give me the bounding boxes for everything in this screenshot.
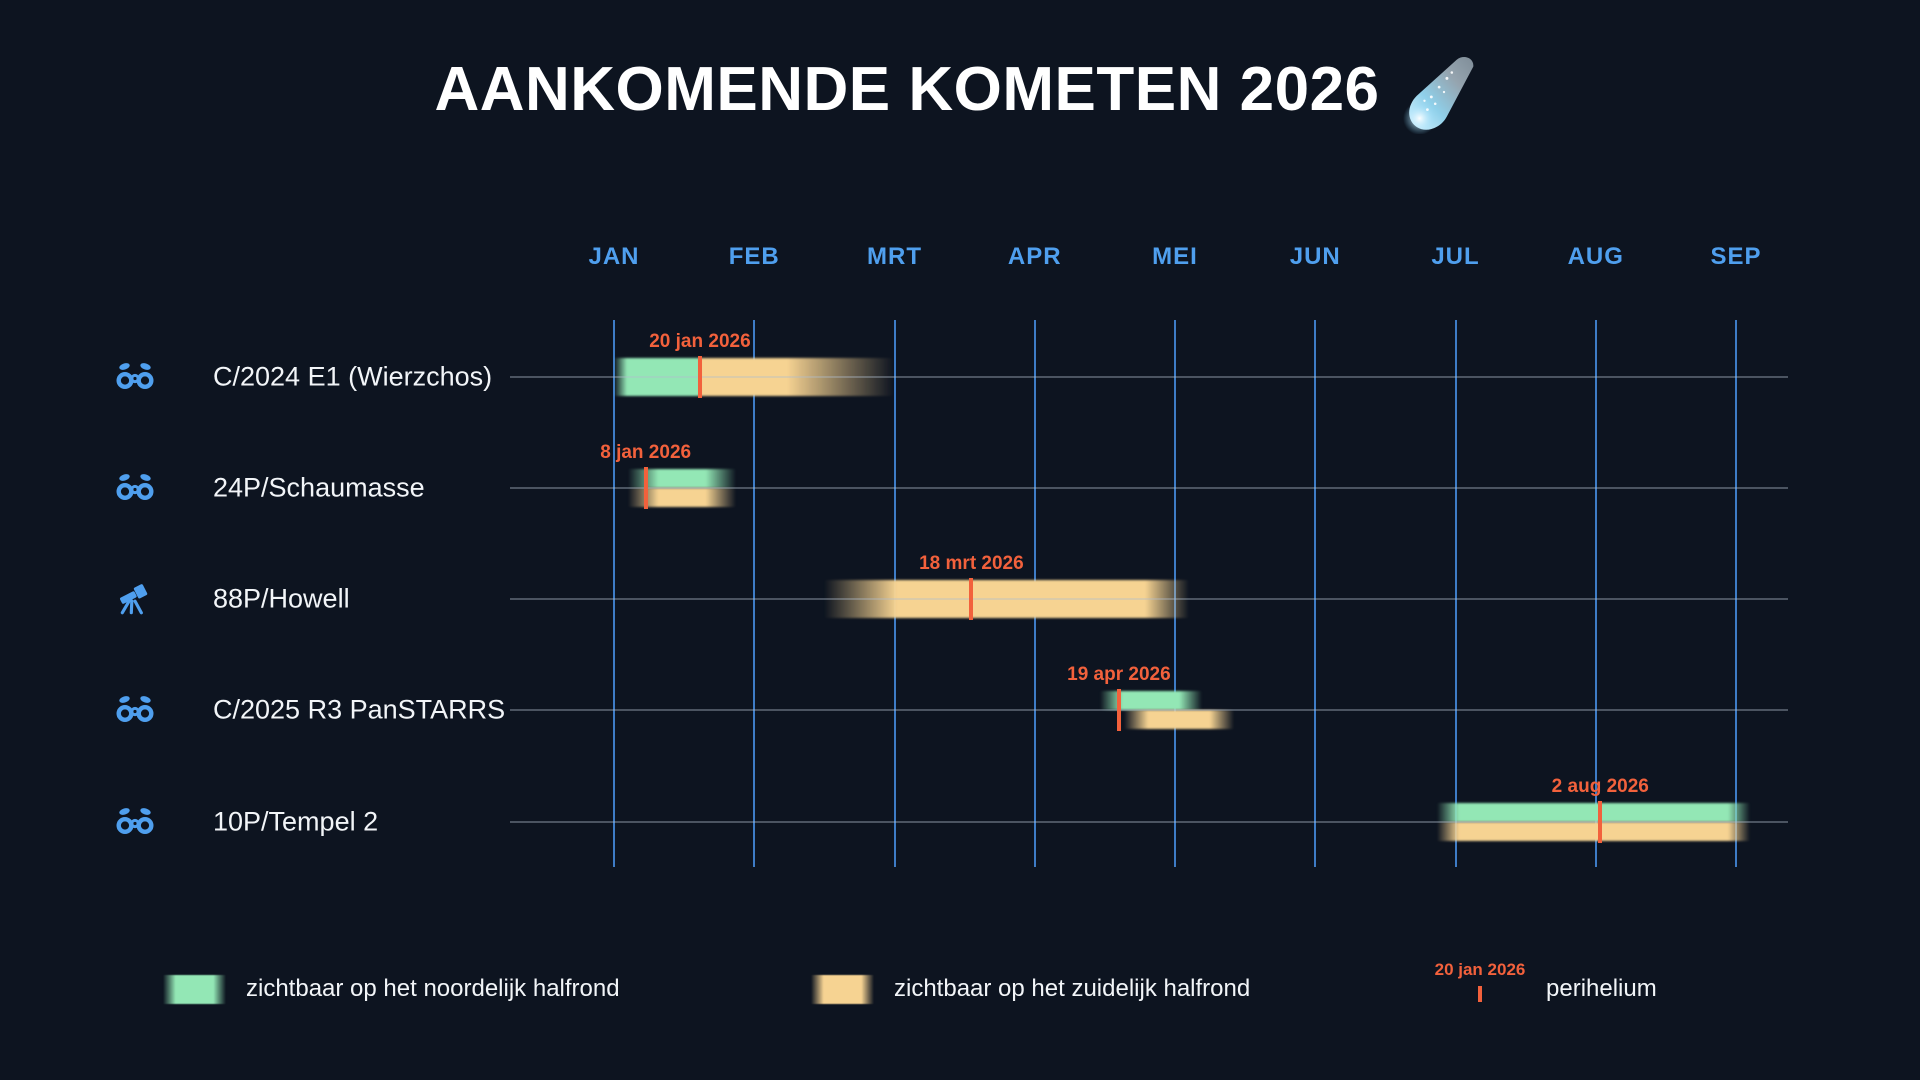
perihelion-tick [1116, 689, 1121, 731]
perihelion-date-label: 2 aug 2026 [1551, 776, 1649, 797]
visibility-bar-north [627, 469, 737, 488]
month-label-sep: SEP [1710, 243, 1762, 270]
telescope-icon [116, 582, 156, 616]
binoculars-icon [116, 805, 156, 839]
month-label-mei: MEI [1152, 243, 1198, 270]
comet-name: 88P/Howell [213, 583, 350, 614]
month-gridline-sep [1735, 320, 1737, 867]
month-label-jun: JUN [1289, 243, 1341, 270]
month-label-mrt: MRT [867, 243, 922, 270]
month-gridline-jul [1454, 320, 1457, 867]
month-label-jul: JUL [1431, 243, 1480, 270]
comet-name: 24P/Schaumasse [213, 472, 425, 503]
comet-name: C/2024 E1 (Wierzchos) [213, 361, 493, 392]
visibility-bar-north [1100, 691, 1203, 710]
perihelion-date-label: 20 jan 2026 [649, 331, 751, 352]
perihelion-date-label: 8 jan 2026 [600, 442, 692, 463]
legend-perihelion-label: perihelium [1546, 975, 1657, 1002]
visibility-bar-south [824, 580, 1189, 618]
comet-name: C/2025 R3 PanSTARRS [213, 694, 506, 725]
visibility-bar-north [614, 358, 700, 396]
visibility-bar-north [1436, 803, 1751, 822]
month-gridline-jun [1314, 320, 1317, 867]
month-label-jan: JAN [588, 243, 640, 270]
visibility-bar-south [1436, 822, 1751, 841]
perihelion-date-label: 18 mrt 2026 [919, 553, 1024, 574]
month-label-apr: APR [1007, 243, 1062, 270]
month-label-feb: FEB [728, 243, 780, 270]
binoculars-icon [116, 693, 156, 727]
perihelion-tick [643, 467, 648, 509]
legend-south-swatch-icon [811, 975, 874, 1004]
row-baseline [510, 598, 1788, 600]
visibility-bar-south [1123, 710, 1234, 729]
comet-name: 10P/Tempel 2 [213, 806, 379, 837]
legend-south-label: zichtbaar op het zuidelijk halfrond [894, 975, 1251, 1002]
binoculars-icon [116, 360, 156, 394]
perihelion-date-label: 19 apr 2026 [1067, 664, 1171, 685]
perihelion-tick [1598, 801, 1603, 843]
title-bar: AANKOMENDE KOMETEN 2026 [0, 44, 1920, 135]
page-title: AANKOMENDE KOMETEN 2026 [434, 54, 1380, 124]
month-label-aug: AUG [1567, 243, 1624, 270]
visibility-bar-south [627, 488, 737, 507]
row-baseline [510, 709, 1788, 711]
binoculars-icon [116, 471, 156, 505]
perihelion-tick [969, 578, 974, 620]
legend-perihelion-date-sample: 20 jan 2026 [1434, 960, 1526, 979]
perihelion-tick [697, 356, 702, 398]
month-gridline-jan [613, 320, 615, 867]
row-baseline [510, 376, 1788, 378]
comet-icon [1402, 52, 1486, 139]
legend-north-swatch-icon [163, 975, 226, 1004]
legend-perihelion-tick-icon [1478, 986, 1482, 1002]
legend-north-label: zichtbaar op het noordelijk halfrond [246, 975, 620, 1002]
row-baseline [510, 821, 1788, 823]
month-gridline-aug [1594, 320, 1597, 867]
visibility-bar-south [699, 358, 895, 396]
row-baseline [510, 487, 1788, 489]
month-gridline-feb [753, 320, 756, 867]
